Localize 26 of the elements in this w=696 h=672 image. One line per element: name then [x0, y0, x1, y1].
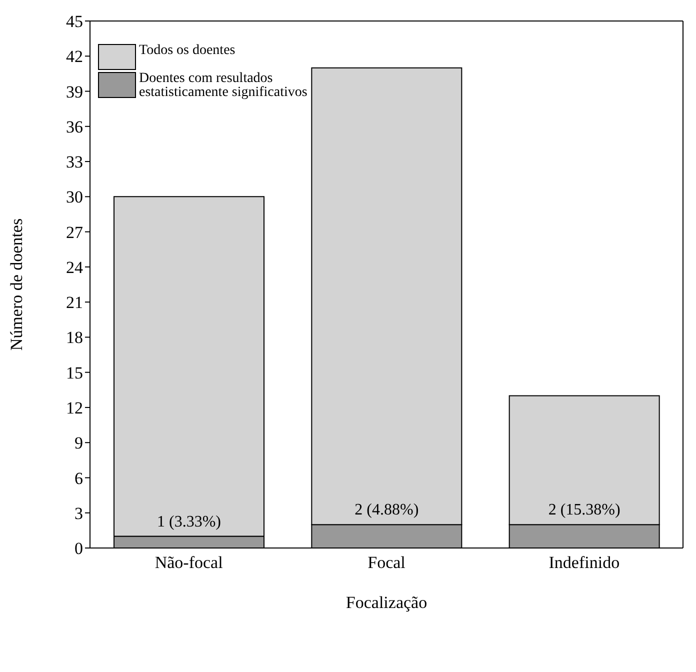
y-tick-label: 33 — [66, 152, 83, 172]
y-tick-label: 6 — [74, 468, 83, 488]
y-tick-label: 45 — [66, 12, 83, 32]
y-tick-label: 24 — [66, 258, 84, 277]
data-label: 2 (15.38%) — [548, 502, 620, 519]
data-label: 2 (4.88%) — [354, 502, 419, 519]
legend-label: Todos os doentes — [139, 43, 236, 58]
y-tick-label: 12 — [66, 398, 83, 418]
y-tick-label: 15 — [66, 363, 83, 382]
x-axis-title: Focalização — [346, 593, 428, 612]
y-axis-title: Número de doentes — [7, 218, 26, 351]
x-tick-label: Focal — [368, 553, 406, 572]
y-tick-label: 9 — [74, 434, 83, 453]
y-tick-label: 18 — [66, 328, 83, 348]
x-tick-label: Indefinido — [548, 553, 620, 572]
y-tick-label: 3 — [74, 504, 83, 523]
y-tick-label: 36 — [66, 117, 83, 136]
y-tick-label: 27 — [66, 222, 84, 242]
data-label: 1 (3.33%) — [157, 513, 221, 530]
y-tick-label: 21 — [66, 293, 83, 312]
x-tick-label: Não-focal — [154, 553, 224, 572]
y-tick-label: 30 — [66, 188, 83, 207]
y-tick-label: 42 — [66, 47, 83, 66]
legend-label: Doentes com resultados estatisticamente significativos — [139, 71, 308, 100]
y-tick-label: 39 — [66, 82, 83, 102]
y-tick-label: 0 — [74, 539, 83, 558]
